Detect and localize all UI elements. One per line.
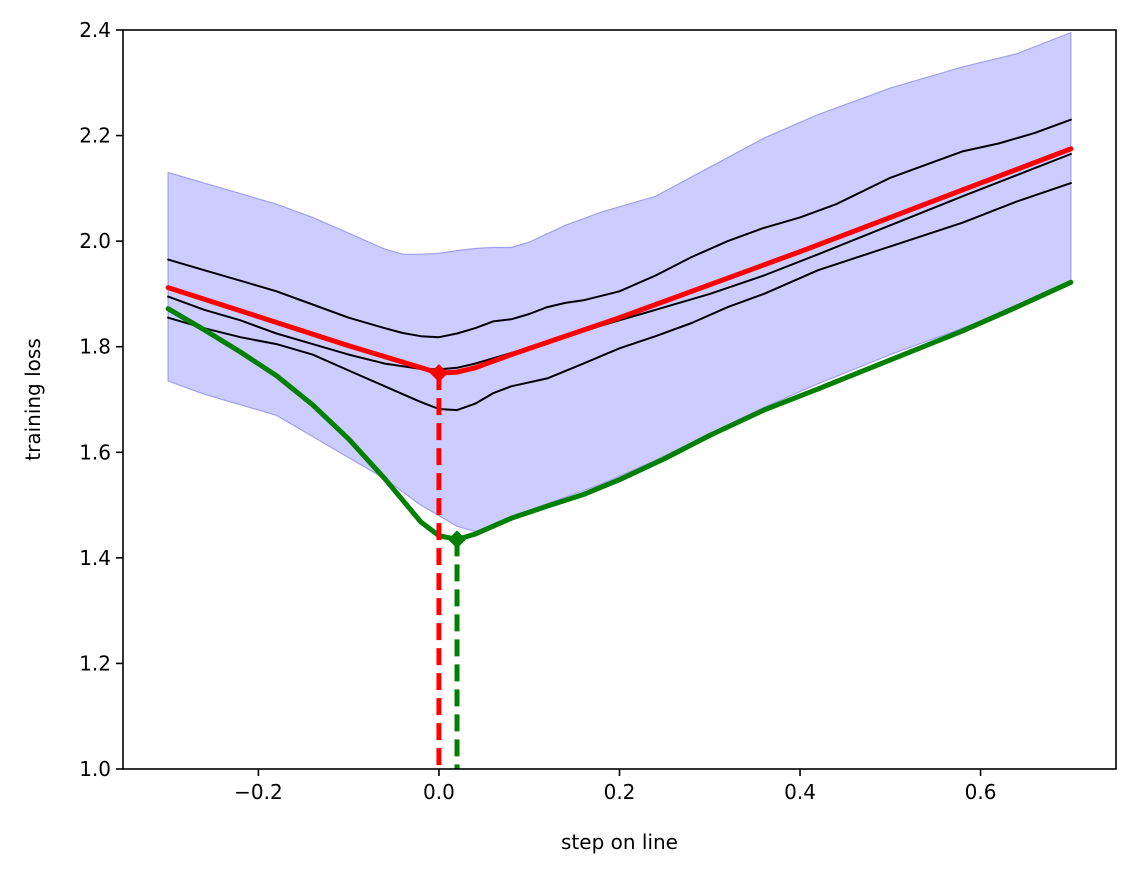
- y-tick-label: 1.0: [79, 757, 111, 781]
- series-green: [165, 279, 1074, 542]
- y-tick-label: 2.4: [79, 18, 111, 42]
- series-layer: [165, 118, 1074, 542]
- x-axis-ticks: −0.2 0.0 0.2 0.4 0.6: [234, 769, 996, 804]
- series-red-mean: [165, 146, 1074, 376]
- x-tick-label: 0.2: [604, 780, 636, 804]
- x-tick-label: 0.6: [965, 780, 997, 804]
- y-tick-label: 1.2: [79, 651, 111, 675]
- x-tick-label: 0.4: [784, 780, 816, 804]
- y-tick-label: 2.2: [79, 124, 111, 148]
- y-tick-label: 1.6: [79, 440, 111, 464]
- y-tick-label: 2.0: [79, 229, 111, 253]
- series-black-upper: [167, 118, 1072, 339]
- series-black-lower: [167, 182, 1072, 412]
- y-axis-ticks: 1.0 1.2 1.4 1.6 1.8 2.0 2.2 2.4: [79, 18, 123, 781]
- y-tick-label: 1.4: [79, 546, 111, 570]
- x-axis-label: step on line: [561, 830, 678, 854]
- y-tick-label: 1.8: [79, 335, 111, 359]
- marker-layer: [429, 364, 467, 769]
- y-axis-label: training loss: [21, 338, 45, 460]
- x-tick-label: −0.2: [234, 780, 283, 804]
- marker-green-minimum: [448, 530, 467, 549]
- marker-red-minimum: [429, 364, 448, 383]
- x-tick-label: 0.0: [423, 780, 455, 804]
